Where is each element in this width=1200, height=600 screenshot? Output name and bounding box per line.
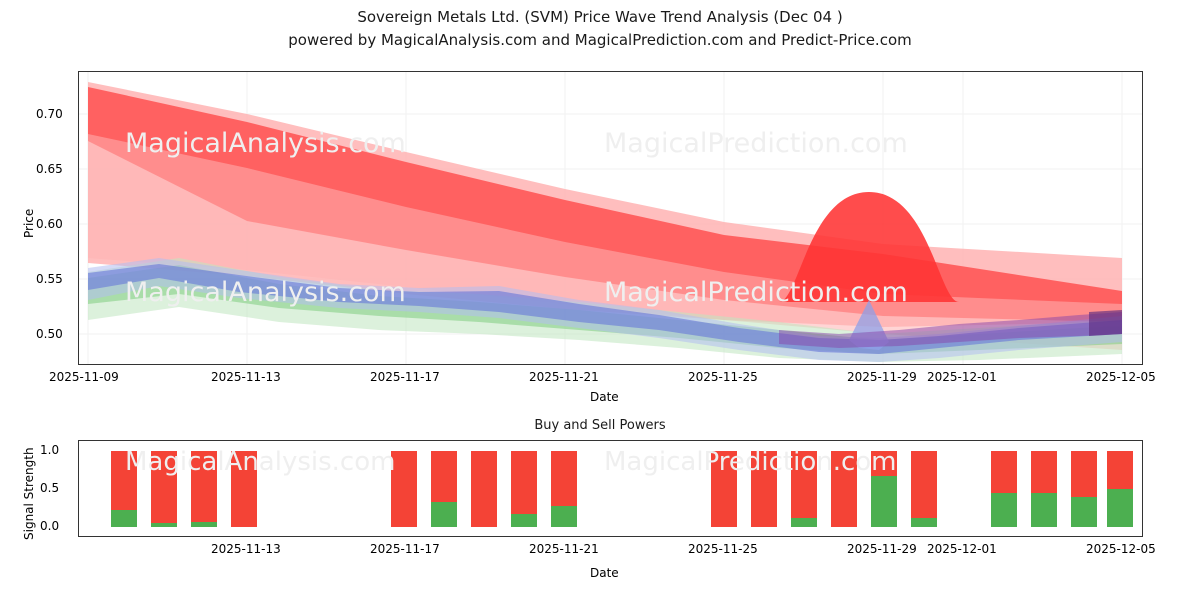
xtick-2025-11-25: 2025-11-25 — [688, 370, 758, 384]
ytick-0.60: 0.60 — [36, 217, 63, 231]
xtick-2025-11-21: 2025-11-21 — [529, 370, 599, 384]
xtick-2025-11-13: 2025-11-13 — [211, 370, 281, 384]
xtick-b-2025-11-29: 2025-11-29 — [847, 542, 917, 556]
xtick-b-2025-11-13: 2025-11-13 — [211, 542, 281, 556]
price-wave-plot: MagicalAnalysis.com MagicalPrediction.co… — [78, 71, 1143, 365]
xtick-2025-11-29: 2025-11-29 — [847, 370, 917, 384]
ytick-0.65: 0.65 — [36, 162, 63, 176]
ytick-0.55: 0.55 — [36, 272, 63, 286]
ytick-signal-1.0: 1.0 — [40, 443, 60, 457]
xtick-2025-12-01: 2025-12-01 — [927, 370, 997, 384]
page-title: Sovereign Metals Ltd. (SVM) Price Wave T… — [357, 8, 843, 26]
date-axis-label-top: Date — [590, 390, 619, 404]
xtick-b-2025-11-21: 2025-11-21 — [529, 542, 599, 556]
buy-sell-plot: MagicalAnalysis.com MagicalPrediction.co… — [78, 440, 1143, 537]
xtick-2025-11-09: 2025-11-09 — [49, 370, 119, 384]
buy-sell-svg — [111, 451, 1133, 527]
xtick-b-2025-11-17: 2025-11-17 — [370, 542, 440, 556]
date-axis-label-bottom: Date — [590, 566, 619, 580]
xtick-b-2025-12-05: 2025-12-05 — [1086, 542, 1156, 556]
price-wave-svg — [79, 72, 1142, 364]
bars — [111, 451, 1133, 527]
price-axis-label: Price — [22, 208, 36, 238]
ytick-0.70: 0.70 — [36, 107, 63, 121]
page-subtitle: powered by MagicalAnalysis.com and Magic… — [288, 31, 912, 49]
ytick-signal-0.5: 0.5 — [40, 481, 60, 495]
ytick-0.50: 0.50 — [36, 327, 63, 341]
xtick-b-2025-11-25: 2025-11-25 — [688, 542, 758, 556]
buy-sell-title: Buy and Sell Powers — [534, 418, 666, 433]
ytick-signal-0.0: 0.0 — [40, 519, 60, 533]
signal-strength-axis-label: Signal Strength — [22, 447, 36, 540]
xtick-2025-12-05: 2025-12-05 — [1086, 370, 1156, 384]
xtick-b-2025-12-01: 2025-12-01 — [927, 542, 997, 556]
xtick-2025-11-17: 2025-11-17 — [370, 370, 440, 384]
